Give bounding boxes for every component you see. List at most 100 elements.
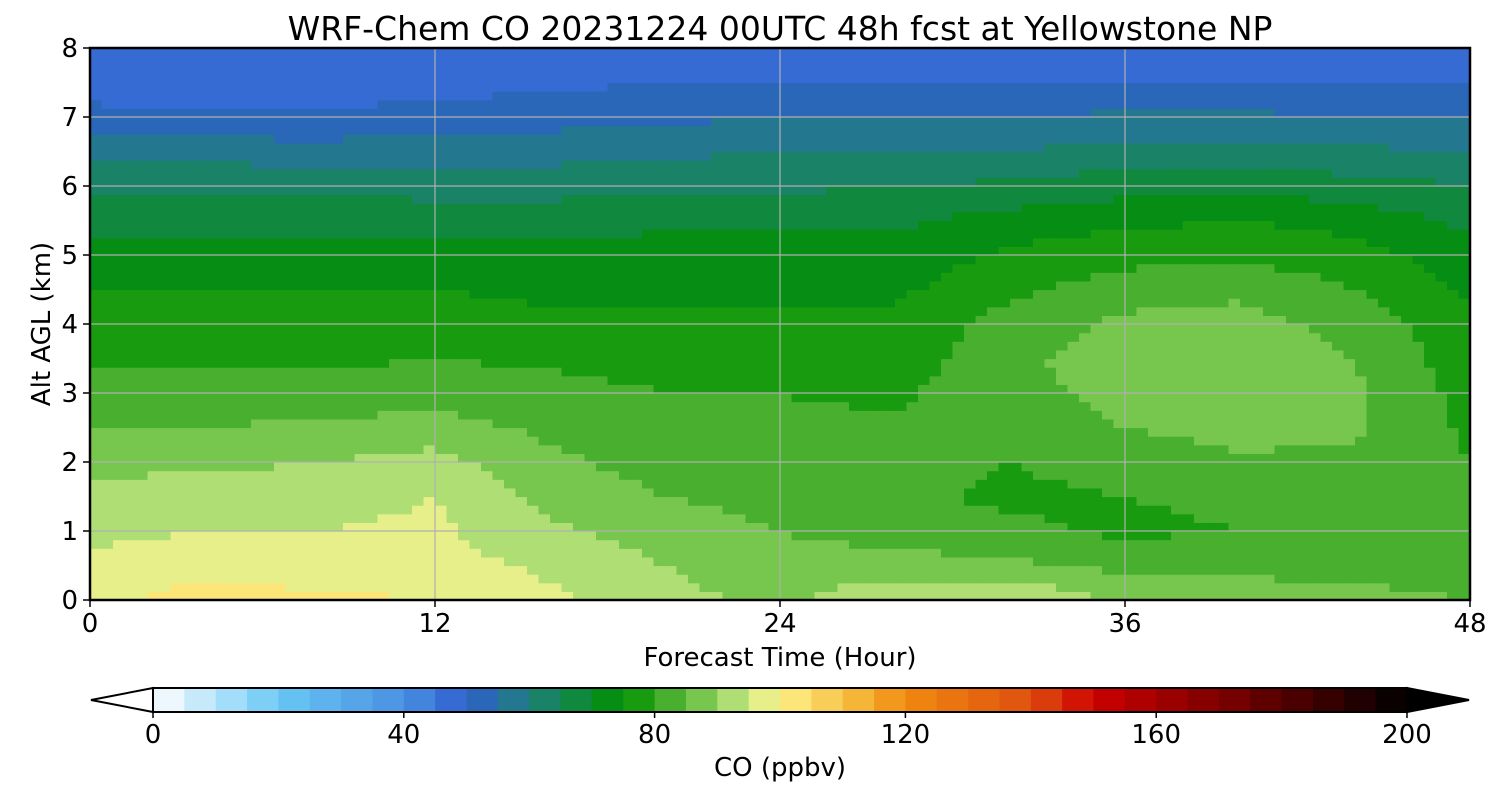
heatmap-cell: [182, 418, 195, 429]
heatmap-cell: [837, 591, 850, 601]
heatmap-cell: [412, 582, 425, 592]
heatmap-cell: [1366, 591, 1379, 601]
heatmap-cell: [573, 531, 586, 541]
heatmap-cell: [343, 280, 356, 291]
heatmap-cell: [1010, 410, 1023, 420]
heatmap-cell: [952, 272, 965, 282]
heatmap-cell: [619, 453, 632, 463]
heatmap-cell: [1378, 531, 1391, 541]
heatmap-cell: [423, 513, 436, 523]
heatmap-cell: [412, 358, 425, 368]
heatmap-cell: [630, 539, 643, 549]
heatmap-cell: [1263, 565, 1276, 575]
heatmap-cell: [1010, 462, 1023, 472]
heatmap-cell: [1171, 496, 1184, 506]
heatmap-cell: [1125, 280, 1138, 291]
heatmap-cell: [1274, 582, 1287, 592]
heatmap-cell: [354, 479, 367, 489]
heatmap-cell: [1274, 505, 1287, 515]
heatmap-cell: [1228, 565, 1241, 575]
heatmap-cell: [1021, 427, 1034, 437]
heatmap-cell: [1044, 298, 1057, 308]
heatmap-cell: [205, 401, 218, 411]
heatmap-cell: [1033, 315, 1046, 325]
heatmap-cell: [975, 349, 988, 360]
heatmap-cell: [262, 436, 275, 446]
heatmap-cell: [1412, 453, 1425, 463]
heatmap-cell: [1435, 341, 1448, 351]
heatmap-cell: [929, 531, 942, 541]
heatmap-cell: [400, 306, 413, 316]
heatmap-cell: [400, 487, 413, 498]
heatmap-cell: [354, 522, 367, 532]
heatmap-cell: [1378, 280, 1391, 291]
heatmap-cell: [308, 487, 321, 498]
heatmap-cell: [1056, 513, 1069, 523]
heatmap-cell: [366, 367, 379, 377]
heatmap-cell: [1424, 496, 1437, 506]
heatmap-cell: [561, 272, 574, 282]
heatmap-cell: [918, 306, 931, 316]
heatmap-cell: [262, 479, 275, 489]
heatmap-cell: [1458, 393, 1471, 403]
heatmap-cell: [676, 263, 689, 273]
heatmap-cell: [1182, 393, 1195, 403]
heatmap-cell: [1435, 384, 1448, 394]
heatmap-cell: [768, 263, 781, 273]
heatmap-cell: [412, 272, 425, 282]
heatmap-cell: [1217, 375, 1230, 385]
heatmap-cell: [400, 255, 413, 265]
heatmap-cell: [331, 246, 344, 256]
heatmap-cell: [1102, 324, 1115, 334]
heatmap-cell: [1240, 487, 1253, 498]
heatmap-cell: [446, 531, 459, 541]
heatmap-cell: [665, 324, 678, 334]
heatmap-cell: [90, 427, 103, 437]
heatmap-cell: [1401, 349, 1414, 360]
heatmap-cell: [1286, 272, 1299, 282]
heatmap-cell: [1125, 298, 1138, 308]
heatmap-cell: [193, 496, 206, 506]
heatmap-cell: [412, 341, 425, 351]
heatmap-cell: [423, 384, 436, 394]
heatmap-cell: [561, 444, 574, 454]
heatmap-cell: [182, 496, 195, 506]
heatmap-cell: [561, 453, 574, 463]
heatmap-cell: [170, 410, 183, 420]
heatmap-cell: [722, 315, 735, 325]
heatmap-cell: [159, 539, 172, 549]
heatmap-cell: [676, 548, 689, 558]
heatmap-cell: [1205, 418, 1218, 429]
heatmap-cell: [860, 436, 873, 446]
heatmap-cell: [780, 272, 793, 282]
heatmap-cell: [757, 306, 770, 316]
heatmap-cell: [193, 306, 206, 316]
heatmap-cell: [665, 513, 678, 523]
heatmap-cell: [998, 349, 1011, 360]
heatmap-cell: [975, 280, 988, 291]
heatmap-cell: [182, 582, 195, 592]
heatmap-cell: [423, 418, 436, 429]
heatmap-cell: [297, 444, 310, 454]
heatmap-cell: [1309, 375, 1322, 385]
heatmap-cell: [297, 436, 310, 446]
heatmap-cell: [573, 298, 586, 308]
heatmap-cell: [1159, 255, 1172, 265]
heatmap-cell: [446, 246, 459, 256]
heatmap-cell: [538, 462, 551, 472]
heatmap-cell: [883, 289, 896, 299]
heatmap-cell: [607, 496, 620, 506]
heatmap-cell: [688, 496, 701, 506]
heatmap-cell: [412, 246, 425, 256]
heatmap-cell: [216, 565, 229, 575]
heatmap-cell: [722, 574, 735, 584]
heatmap-cell: [285, 565, 298, 575]
heatmap-cell: [136, 531, 149, 541]
heatmap-cell: [952, 401, 965, 411]
heatmap-cell: [504, 315, 517, 325]
heatmap-cell: [331, 324, 344, 334]
heatmap-cell: [561, 565, 574, 575]
heatmap-cell: [699, 591, 712, 601]
heatmap-cell: [354, 582, 367, 592]
heatmap-cell: [1033, 479, 1046, 489]
